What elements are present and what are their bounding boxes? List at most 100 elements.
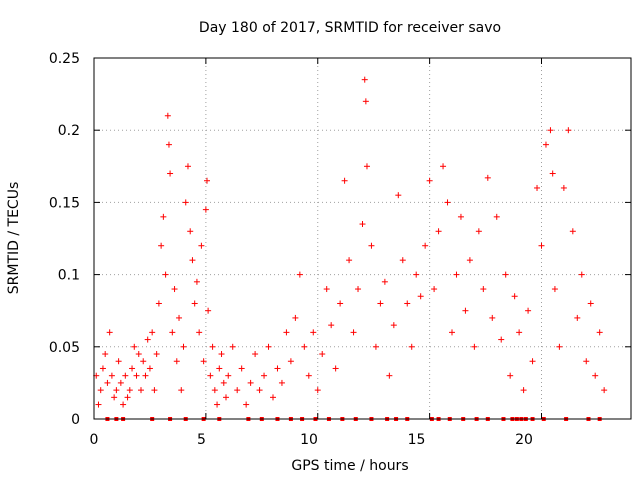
data-point [520, 387, 527, 394]
data-point [346, 257, 353, 264]
data-point [328, 322, 335, 329]
data-point [115, 358, 122, 365]
data-point [372, 343, 379, 350]
data-points [93, 76, 608, 408]
data-point [574, 314, 581, 321]
data-point [158, 242, 165, 249]
plot-frame [93, 57, 632, 420]
y-tick-label: 0.25 [49, 51, 80, 67]
data-point [404, 300, 411, 307]
data-point [592, 372, 599, 379]
data-point [142, 372, 149, 379]
data-point [498, 336, 505, 343]
data-point [556, 343, 563, 350]
data-point [361, 76, 368, 83]
data-point [106, 329, 113, 336]
data-point [310, 329, 317, 336]
data-point [274, 365, 281, 372]
data-point [243, 401, 250, 408]
data-point [193, 278, 200, 285]
data-point [377, 300, 384, 307]
data-point [484, 174, 491, 181]
data-point [196, 329, 203, 336]
x-tick-label: 5 [197, 432, 206, 448]
data-point [578, 271, 585, 278]
data-point [191, 300, 198, 307]
y-tick-label: 0.2 [58, 123, 80, 139]
data-point [149, 329, 156, 336]
data-point [413, 271, 420, 278]
data-point [547, 127, 554, 134]
data-point [549, 170, 556, 177]
data-point [171, 286, 178, 293]
data-point [569, 228, 576, 235]
data-point [131, 343, 138, 350]
data-point [270, 394, 276, 401]
data-point [551, 286, 558, 293]
data-point [453, 271, 460, 278]
data-point [173, 358, 180, 365]
data-point [278, 379, 285, 386]
data-point [120, 401, 127, 408]
data-point [126, 387, 133, 394]
axis-ticks [93, 57, 631, 420]
data-point [417, 293, 424, 300]
data-point [301, 343, 308, 350]
data-point [323, 286, 330, 293]
data-point [511, 293, 518, 300]
data-point [99, 365, 106, 372]
data-point [319, 351, 326, 358]
x-tick-label: 20 [515, 432, 533, 448]
data-point [480, 286, 487, 293]
data-point [332, 365, 339, 372]
data-point [238, 365, 245, 372]
data-point [108, 372, 115, 379]
data-point [587, 300, 594, 307]
data-point [144, 336, 151, 343]
data-point [117, 379, 124, 386]
y-axis-label: SRMTID / TECUs [6, 182, 22, 295]
x-tick-label: 15 [408, 432, 426, 448]
y-tick-label: 0.05 [49, 340, 80, 356]
data-point [261, 372, 268, 379]
data-point [209, 343, 216, 350]
data-point [220, 379, 227, 386]
data-point [560, 184, 567, 191]
data-point [184, 163, 191, 170]
data-point [399, 257, 406, 264]
data-point [153, 351, 160, 358]
x-tick-label: 10 [300, 432, 318, 448]
data-point [247, 379, 254, 386]
data-point [462, 307, 469, 314]
y-tick-label: 0.15 [49, 195, 80, 211]
data-point [216, 365, 223, 372]
data-point [252, 351, 259, 358]
data-point [135, 351, 142, 358]
data-point [538, 242, 545, 249]
data-point [207, 372, 214, 379]
data-point [169, 329, 176, 336]
data-point [422, 242, 429, 249]
data-point [140, 358, 147, 365]
data-point [305, 372, 312, 379]
data-point [444, 199, 451, 206]
data-point [362, 98, 369, 105]
data-point [431, 286, 438, 293]
data-point [178, 387, 185, 394]
data-point [386, 372, 393, 379]
x-tick-label: 0 [90, 432, 99, 448]
data-point [97, 387, 104, 394]
data-point [426, 177, 433, 184]
data-point [596, 329, 603, 336]
data-point [390, 322, 397, 329]
data-point [155, 300, 162, 307]
data-point [187, 228, 194, 235]
y-tick-label: 0 [71, 412, 80, 428]
data-point [363, 163, 370, 170]
data-point [489, 314, 496, 321]
data-point [408, 343, 415, 350]
data-point [200, 358, 207, 365]
data-point [355, 286, 362, 293]
data-point [583, 358, 590, 365]
